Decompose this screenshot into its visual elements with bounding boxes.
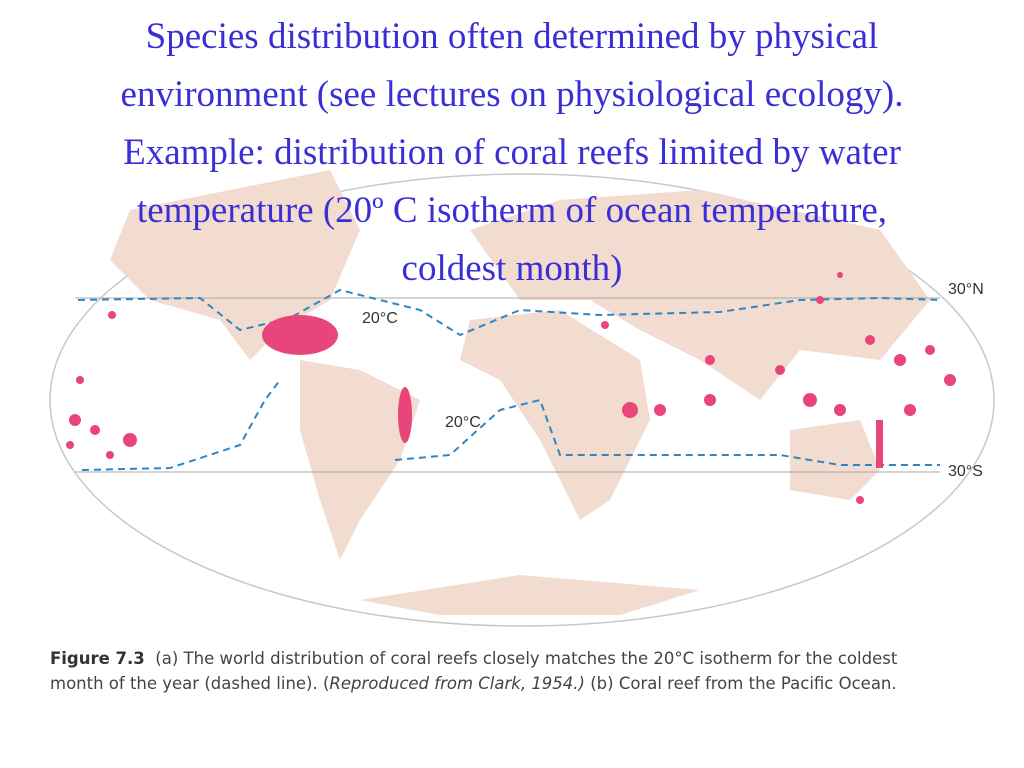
slide-title: Species distribution often determined by… bbox=[0, 8, 1024, 298]
label-isotherm: 20°C bbox=[362, 310, 398, 327]
title-line: environment (see lectures on physiologic… bbox=[120, 74, 904, 115]
continents bbox=[110, 170, 930, 615]
label-30s: 30°S bbox=[948, 463, 983, 480]
caption-text: (b) Coral reef from the Pacific Ocean. bbox=[585, 674, 897, 693]
isotherm-north bbox=[77, 288, 941, 337]
figure-caption: Figure 7.3 (a) The world distribution of… bbox=[50, 646, 950, 696]
title-line: Example: distribution of coral reefs lim… bbox=[123, 132, 901, 173]
coral-reefs bbox=[66, 272, 956, 504]
caption-source: Reproduced from Clark, 1954.) bbox=[329, 674, 585, 693]
isotherm-south bbox=[81, 379, 940, 471]
title-line: Species distribution often determined by… bbox=[145, 16, 879, 57]
title-line: coldest month) bbox=[401, 248, 623, 289]
world-map: 30°N 30°S 20°C 20°C bbox=[49, 170, 995, 627]
caption-text: (a) The world distribution of coral reef… bbox=[50, 649, 898, 693]
label-30n: 30°N bbox=[948, 281, 984, 298]
caption-label: Figure 7.3 bbox=[50, 649, 145, 668]
title-line: temperature (20º C isotherm of ocean tem… bbox=[136, 190, 888, 231]
label-isotherm: 20°C bbox=[445, 414, 481, 431]
